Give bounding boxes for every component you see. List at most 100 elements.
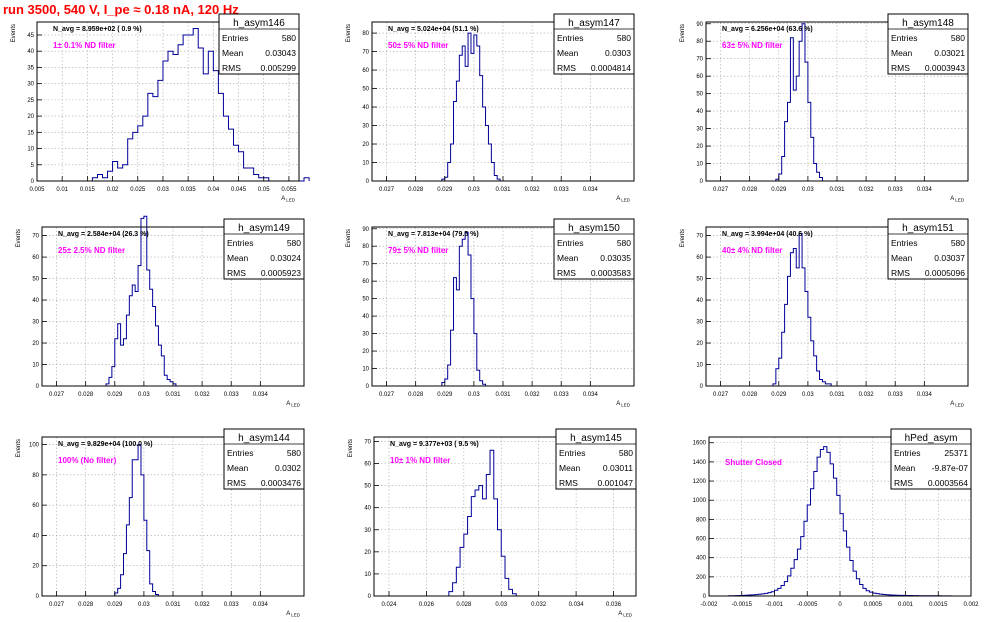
x-tick-label: -0.0015 xyxy=(732,602,753,608)
y-tick-label: 40 xyxy=(32,533,39,539)
y-tick-label: 50 xyxy=(362,297,369,303)
x-tick-label: 0.025 xyxy=(130,187,146,193)
histogram-line xyxy=(105,215,177,386)
x-tick-label: 0.031 xyxy=(495,187,511,193)
y-tick-label: 70 xyxy=(362,50,369,56)
y-tick-label: 20 xyxy=(362,349,369,355)
x-tick-label: 0.03 xyxy=(495,602,507,608)
x-axis-label-main: A xyxy=(618,611,622,617)
y-tick-label: 80 xyxy=(696,39,703,45)
y-tick-label: 60 xyxy=(32,503,39,509)
y-tick-label: 80 xyxy=(362,31,369,37)
stats-label-rms: RMS xyxy=(894,478,913,488)
histogram-name: h_asym147 xyxy=(568,18,620,29)
x-tick-label: -0.001 xyxy=(766,602,784,608)
x-tick-label: 0.027 xyxy=(379,392,395,398)
x-tick-label: 0.03 xyxy=(802,187,814,193)
x-axis-label-sub: LED xyxy=(286,198,296,203)
histogram-panel: 0.024 0.026 0.028 0.03 0.032 0.034 0.036 0 10 20 3… xyxy=(348,428,637,618)
x-axis-label-sub: LED xyxy=(621,198,631,203)
filter-label: 100% (No filter) xyxy=(58,456,117,465)
x-tick-label: 0.03 xyxy=(802,392,814,398)
x-tick-label: 0.034 xyxy=(253,602,269,608)
x-tick-label: 0.015 xyxy=(80,187,96,193)
y-tick-label: 70 xyxy=(696,234,703,240)
y-tick-label: 60 xyxy=(32,255,39,261)
y-tick-label: 25 xyxy=(27,98,34,104)
histogram-name: h_asym149 xyxy=(238,223,290,234)
filter-label: 10± 1% ND filter xyxy=(390,456,450,465)
y-tick-label: 1600 xyxy=(693,441,707,447)
histogram-panel: 0.027 0.028 0.029 0.03 0.031 0.032 0.033 0.034 0… xyxy=(16,215,305,408)
stats-label-entries: Entries xyxy=(891,33,917,43)
x-axis-label-sub: LED xyxy=(623,613,633,618)
navg-label: N_avg = 8.959e+02 ( 0.9 %) xyxy=(53,26,142,33)
y-tick-label: 20 xyxy=(696,341,703,347)
y-tick-label: 1000 xyxy=(693,498,707,504)
histogram-name: h_asym144 xyxy=(238,433,290,444)
x-axis-label: ALED xyxy=(616,401,631,408)
y-tick-label: 40 xyxy=(362,314,369,320)
x-tick-label: 0.032 xyxy=(859,392,875,398)
stats-value-entries: 580 xyxy=(287,448,301,458)
x-tick-label: 0.035 xyxy=(181,187,197,193)
x-tick-label: 0 xyxy=(838,602,842,608)
y-tick-label: 0 xyxy=(700,384,704,390)
x-axis-label-main: A xyxy=(616,401,620,407)
x-axis-label-main: A xyxy=(616,196,620,202)
y-tick-label: 90 xyxy=(362,227,369,233)
x-tick-label: 0.055 xyxy=(281,187,297,193)
y-tick-label: 1200 xyxy=(693,479,707,485)
y-tick-label: 400 xyxy=(696,556,707,562)
x-tick-label: 0.026 xyxy=(419,602,435,608)
x-tick-label: 0.03 xyxy=(468,392,480,398)
y-tick-label: 60 xyxy=(364,462,371,468)
histogram-panel: 0.027 0.028 0.029 0.03 0.031 0.032 0.033 0.034 0… xyxy=(346,218,635,408)
x-tick-label: 0.04 xyxy=(208,187,220,193)
x-tick-label: 0.029 xyxy=(771,187,787,193)
histogram-line xyxy=(775,23,823,181)
stats-value-mean: 0.03024 xyxy=(270,253,301,263)
x-axis-label-sub: LED xyxy=(621,403,631,408)
stats-label-mean: Mean xyxy=(557,253,579,263)
y-tick-label: 100 xyxy=(29,443,40,449)
y-tick-label: 20 xyxy=(362,142,369,148)
canvas-title: run 3500, 540 V, I_pe ≈ 0.18 nA, 120 Hz xyxy=(3,2,239,17)
histogram-line xyxy=(772,232,832,386)
y-tick-label: 60 xyxy=(362,279,369,285)
y-axis-label: Events xyxy=(16,229,22,247)
x-tick-label: 0.005 xyxy=(29,187,45,193)
stats-value-rms: 0.0005096 xyxy=(925,268,965,278)
x-axis-label-sub: LED xyxy=(291,613,301,618)
histogram-line xyxy=(441,231,487,386)
x-tick-label: 0.034 xyxy=(917,187,933,193)
histogram-name: h_asym148 xyxy=(902,18,954,29)
stats-value-entries: 580 xyxy=(282,33,296,43)
stats-label-rms: RMS xyxy=(891,268,910,278)
x-tick-label: 0.029 xyxy=(107,602,123,608)
x-tick-label: 0.028 xyxy=(742,187,758,193)
x-axis-label-sub: LED xyxy=(955,198,965,203)
y-tick-label: 200 xyxy=(696,575,707,581)
stats-label-rms: RMS xyxy=(891,63,910,73)
y-tick-label: 10 xyxy=(696,162,703,168)
histogram-panel: -0.002 -0.0015 -0.001 -0.0005 0 0.0005 0.001 0.… xyxy=(693,428,979,608)
y-tick-label: 70 xyxy=(362,262,369,268)
stats-label-rms: RMS xyxy=(227,268,246,278)
navg-label: N_avg = 9.377e+03 ( 9.5 %) xyxy=(390,441,479,448)
y-tick-label: 60 xyxy=(362,68,369,74)
stats-value-entries: 580 xyxy=(287,238,301,248)
y-tick-label: 50 xyxy=(32,277,39,283)
histogram-name: hPed_asym xyxy=(905,433,958,444)
x-tick-label: 0.028 xyxy=(78,602,94,608)
x-tick-label: 0.05 xyxy=(258,187,270,193)
y-tick-label: 30 xyxy=(27,82,34,88)
x-tick-label: 0.034 xyxy=(583,392,599,398)
x-tick-label: 0.027 xyxy=(49,602,65,608)
navg-label: N_avg = 7.813e+04 (79.5 %) xyxy=(388,231,479,238)
stats-box xyxy=(890,428,972,490)
x-tick-label: 0.045 xyxy=(231,187,247,193)
y-tick-label: 80 xyxy=(32,473,39,479)
stats-label-entries: Entries xyxy=(222,33,248,43)
y-tick-label: 0 xyxy=(368,594,372,600)
